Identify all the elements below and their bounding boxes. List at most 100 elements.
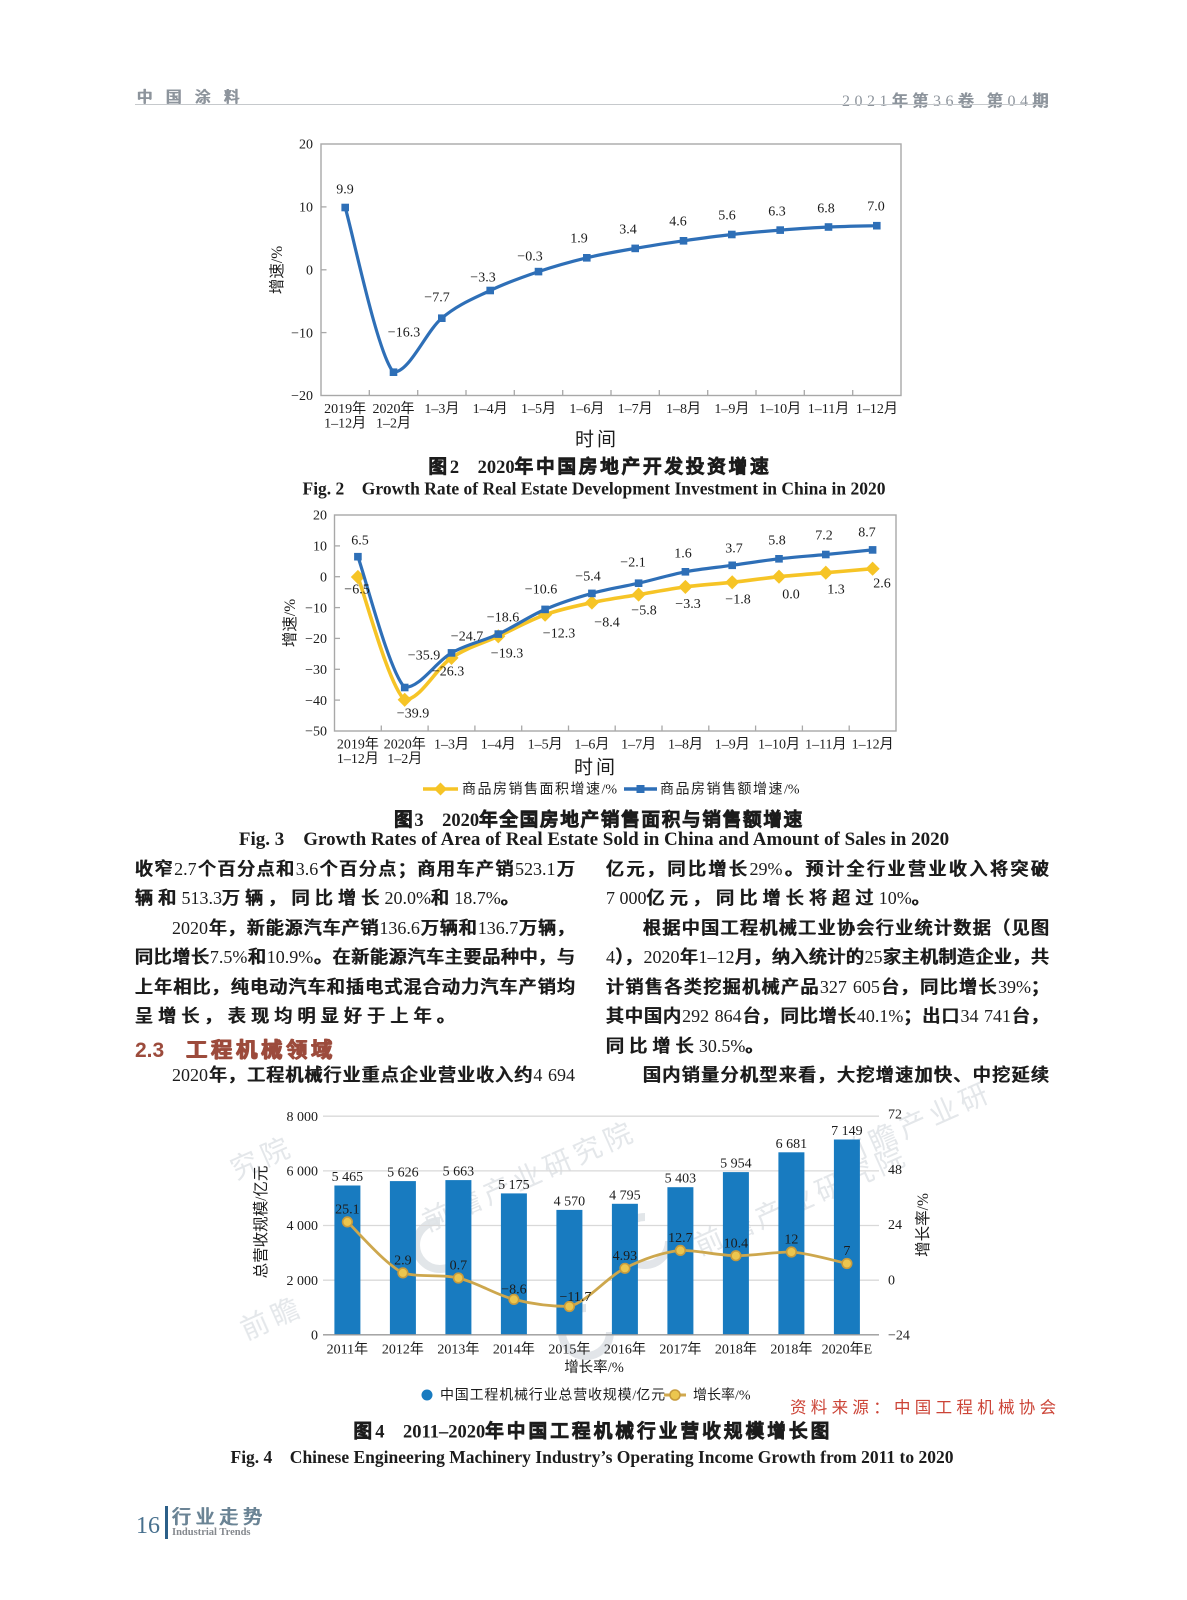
svg-text:6 681: 6 681 [776, 1137, 808, 1152]
svg-text:−10: −10 [305, 601, 327, 616]
svg-text:增速/%: 增速/% [268, 246, 286, 294]
svg-text:3.4: 3.4 [619, 223, 637, 238]
svg-text:−30: −30 [305, 663, 327, 678]
svg-text:−20: −20 [291, 389, 313, 404]
svg-text:5 403: 5 403 [665, 1172, 697, 1187]
svg-text:资料来源：中国工程机械协会: 资料来源：中国工程机械协会 [790, 1398, 1060, 1417]
svg-text:1–8月: 1–8月 [666, 400, 701, 417]
svg-text:2.6: 2.6 [873, 577, 891, 592]
svg-text:1–4月: 1–4月 [481, 736, 516, 753]
svg-text:24: 24 [888, 1218, 902, 1233]
svg-text:2013年: 2013年 [437, 1341, 479, 1358]
svg-text:20: 20 [313, 509, 327, 524]
svg-text:2015年: 2015年 [548, 1341, 590, 1358]
svg-text:2.9: 2.9 [394, 1254, 412, 1269]
svg-text:−10.6: −10.6 [525, 583, 557, 598]
svg-text:1–12月: 1–12月 [337, 750, 379, 767]
svg-text:2 000: 2 000 [287, 1274, 319, 1289]
svg-text:5 954: 5 954 [720, 1157, 752, 1172]
svg-text:5 626: 5 626 [387, 1166, 419, 1181]
svg-text:6.8: 6.8 [817, 202, 835, 217]
svg-text:7.2: 7.2 [815, 529, 833, 544]
svg-text:增长率/%: 增长率/% [914, 1193, 932, 1257]
svg-text:6.3: 6.3 [768, 205, 786, 220]
svg-text:1–6月: 1–6月 [574, 736, 609, 753]
svg-text:2020年E: 2020年E [822, 1341, 873, 1358]
svg-text:4.93: 4.93 [613, 1249, 638, 1264]
svg-text:1–5月: 1–5月 [521, 400, 556, 417]
svg-text:前瞻: 前瞻 [236, 1290, 309, 1345]
svg-text:1–8月: 1–8月 [668, 736, 703, 753]
svg-text:8.7: 8.7 [858, 526, 876, 541]
svg-text:−24: −24 [888, 1329, 910, 1344]
svg-text:图4 2011–2020年中国工程机械行业营收规模增长: 图4 2011–2020年中国工程机械行业营收规模增长图 [354, 1421, 833, 1443]
svg-text:−8.4: −8.4 [594, 616, 619, 631]
svg-text:2019年: 2019年 [337, 736, 379, 753]
svg-text:6.5: 6.5 [351, 534, 369, 549]
svg-text:5.6: 5.6 [718, 209, 736, 224]
svg-text:6 000: 6 000 [287, 1165, 319, 1180]
svg-text:−24.7: −24.7 [451, 630, 483, 645]
svg-text:−6.5: −6.5 [344, 583, 369, 598]
svg-text:7: 7 [843, 1244, 850, 1259]
svg-text:4 000: 4 000 [287, 1219, 319, 1234]
svg-text:时间: 时间 [574, 757, 618, 779]
svg-text:1–11月: 1–11月 [808, 400, 849, 417]
svg-text:−5.8: −5.8 [631, 604, 656, 619]
svg-text:2018年: 2018年 [770, 1341, 812, 1358]
svg-text:1–11月: 1–11月 [805, 736, 846, 753]
svg-text:10.4: 10.4 [724, 1236, 749, 1251]
svg-text:图2 2020年中国房地产开发投资增速: 图2 2020年中国房地产开发投资增速 [429, 456, 772, 478]
svg-text:商品房销售额增速/%: 商品房销售额增速/% [660, 781, 800, 798]
svg-text:1–6月: 1–6月 [569, 400, 604, 417]
svg-text:−26.3: −26.3 [432, 664, 464, 679]
svg-text:2011年: 2011年 [327, 1341, 368, 1358]
svg-text:−0.3: −0.3 [517, 250, 542, 265]
svg-text:2016年: 2016年 [604, 1341, 646, 1358]
svg-text:4.6: 4.6 [669, 215, 687, 230]
svg-text:0: 0 [320, 570, 327, 585]
svg-text:Fig. 4 Chinese Engineering: Fig. 4 Chinese Engineering Machinery Ind… [231, 1447, 954, 1467]
svg-text:−12.3: −12.3 [543, 627, 575, 642]
svg-text:1–7月: 1–7月 [621, 736, 656, 753]
svg-text:−11.7: −11.7 [559, 1290, 591, 1305]
svg-text:中国工程机械行业总营收规模/亿元: 中国工程机械行业总营收规模/亿元 [440, 1387, 666, 1404]
svg-text:−39.9: −39.9 [397, 706, 429, 721]
svg-text:增长率/%: 增长率/% [564, 1359, 624, 1376]
svg-text:72: 72 [888, 1108, 902, 1123]
svg-text:时间: 时间 [575, 429, 619, 451]
svg-text:2019年: 2019年 [324, 400, 366, 417]
svg-text:−35.9: −35.9 [408, 648, 440, 663]
svg-text:1–3月: 1–3月 [434, 736, 469, 753]
svg-text:2017年: 2017年 [659, 1341, 701, 1358]
svg-text:−50: −50 [305, 725, 327, 740]
svg-text:1.9: 1.9 [570, 232, 588, 247]
svg-text:0: 0 [311, 1329, 318, 1344]
svg-text:1–2月: 1–2月 [376, 415, 411, 432]
svg-text:0: 0 [888, 1273, 895, 1288]
svg-text:5 175: 5 175 [498, 1178, 530, 1193]
svg-text:3.7: 3.7 [725, 542, 743, 557]
svg-text:5.8: 5.8 [768, 534, 786, 549]
svg-text:2020年: 2020年 [384, 736, 426, 753]
svg-text:4 570: 4 570 [554, 1194, 586, 1209]
svg-text:1–10月: 1–10月 [759, 400, 801, 417]
svg-text:7.0: 7.0 [867, 200, 885, 215]
svg-text:0.7: 0.7 [450, 1259, 468, 1274]
svg-text:总营收规模/亿元: 总营收规模/亿元 [252, 1166, 270, 1279]
svg-text:10: 10 [299, 201, 313, 216]
svg-text:−3.3: −3.3 [675, 597, 700, 612]
svg-text:−2.1: −2.1 [620, 556, 645, 571]
svg-text:1–5月: 1–5月 [528, 736, 563, 753]
svg-text:1–12月: 1–12月 [852, 736, 894, 753]
svg-text:−20: −20 [305, 632, 327, 647]
svg-text:−8.6: −8.6 [501, 1282, 526, 1297]
svg-text:−3.3: −3.3 [470, 271, 495, 286]
svg-text:25.1: 25.1 [335, 1202, 360, 1217]
svg-text:5 663: 5 663 [443, 1165, 475, 1180]
svg-text:−5.4: −5.4 [575, 570, 600, 585]
svg-text:0.0: 0.0 [782, 588, 800, 603]
svg-text:7 149: 7 149 [831, 1124, 863, 1139]
svg-text:−16.3: −16.3 [388, 326, 420, 341]
svg-text:12: 12 [784, 1233, 798, 1248]
